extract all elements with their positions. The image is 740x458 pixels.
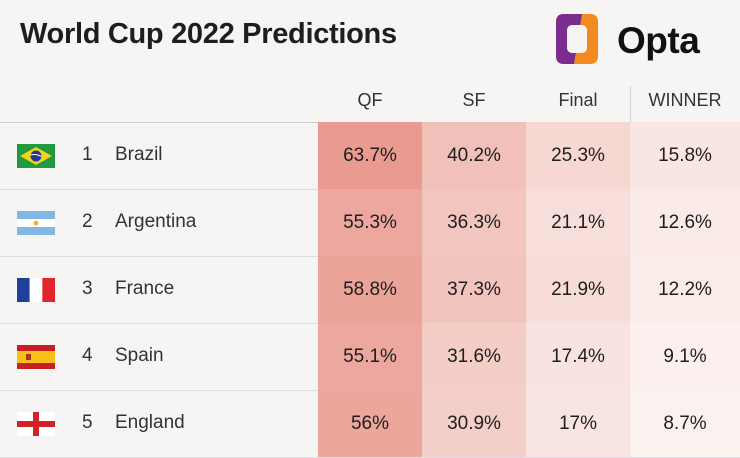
team-name: England: [115, 412, 185, 433]
england-flag-icon: [17, 412, 55, 436]
team-name: Argentina: [115, 211, 197, 232]
value-cell-final: 17.4%: [526, 323, 630, 390]
value-cell-winner: 12.6%: [630, 189, 740, 256]
team-rank: 1: [82, 144, 93, 165]
value-cell-winner: 8.7%: [630, 390, 740, 457]
spain-flag-icon: [17, 345, 55, 369]
team-rank: 4: [82, 345, 93, 366]
opta-logo: Opta: [552, 8, 732, 70]
value-cell-winner: 9.1%: [630, 323, 740, 390]
value-cell-qf: 55.3%: [318, 189, 422, 256]
team-rank: 3: [82, 278, 93, 299]
table-header: QF SF Final WINNER: [0, 78, 740, 123]
value-cell-final: 21.9%: [526, 256, 630, 323]
opta-logo-icon: [556, 14, 598, 64]
opta-logo-text: Opta: [617, 20, 700, 61]
france-flag-icon: [17, 278, 55, 302]
brazil-flag-icon: [17, 144, 55, 168]
value-cell-sf: 36.3%: [422, 189, 526, 256]
value-cell-winner: 12.2%: [630, 256, 740, 323]
value-cell-final: 21.1%: [526, 189, 630, 256]
value-cell-qf: 56%: [318, 390, 422, 457]
team-rank: 5: [82, 412, 93, 433]
value-cell-qf: 63.7%: [318, 122, 422, 189]
column-header-sf: SF: [462, 90, 486, 110]
value-cell-sf: 37.3%: [422, 256, 526, 323]
value-cell-qf: 58.8%: [318, 256, 422, 323]
team-name: Spain: [115, 345, 164, 366]
value-cell-sf: 31.6%: [422, 323, 526, 390]
value-cell-sf: 40.2%: [422, 122, 526, 189]
column-header-qf: QF: [357, 90, 383, 110]
table-row: 5 England 56% 30.9% 17% 8.7%: [0, 390, 740, 457]
value-cell-sf: 30.9%: [422, 390, 526, 457]
value-cell-qf: 55.1%: [318, 323, 422, 390]
value-cell-final: 25.3%: [526, 122, 630, 189]
column-header-final: Final: [558, 90, 598, 110]
table-row: 4 Spain 55.1% 31.6% 17.4% 9.1%: [0, 323, 740, 390]
team-name: France: [115, 278, 175, 299]
table-row: 1 Brazil 63.7% 40.2% 25.3% 15.8%: [0, 122, 740, 189]
argentina-flag-icon: [17, 211, 55, 235]
table-row: 3 France 58.8% 37.3% 21.9% 12.2%: [0, 256, 740, 323]
header-separator: [630, 86, 631, 122]
value-cell-final: 17%: [526, 390, 630, 457]
table-row: 2 Argentina 55.3% 36.3% 21.1% 12.6%: [0, 189, 740, 256]
value-cell-winner: 15.8%: [630, 122, 740, 189]
page-title: World Cup 2022 Predictions: [20, 18, 397, 50]
column-header-winner: WINNER: [648, 90, 722, 110]
team-rank: 2: [82, 211, 93, 232]
team-name: Brazil: [115, 144, 163, 165]
